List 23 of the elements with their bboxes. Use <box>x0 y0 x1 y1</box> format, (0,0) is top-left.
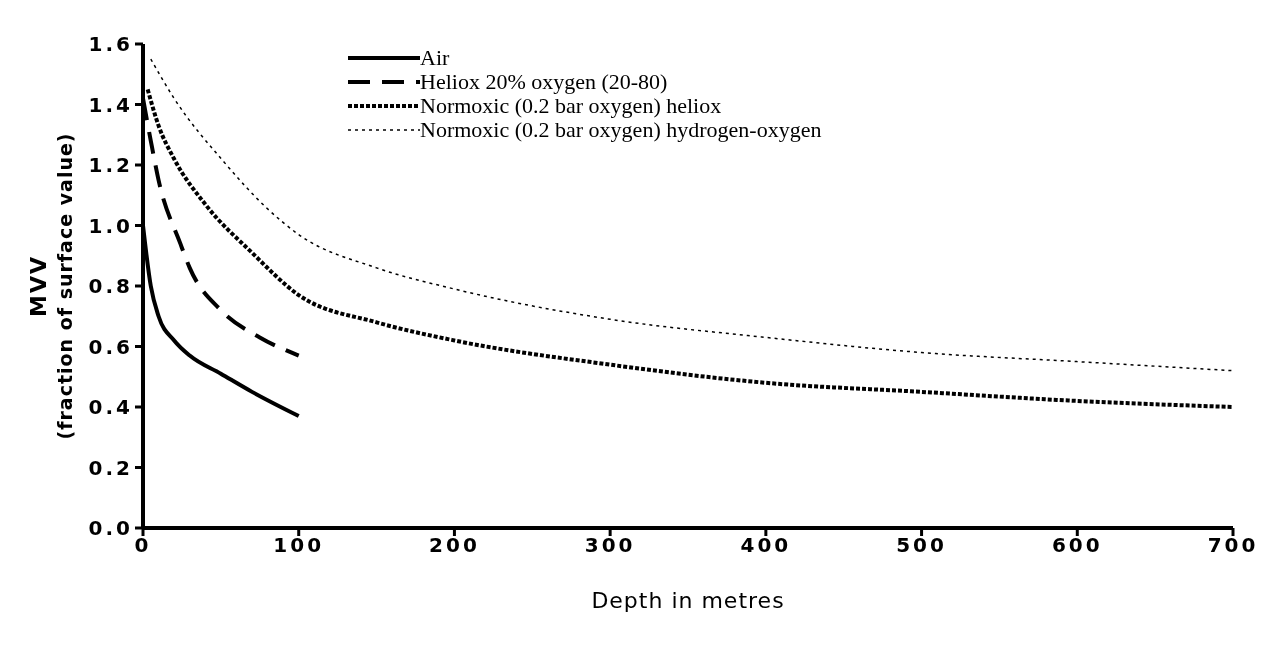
y-tick-label: 1.4 <box>88 92 133 117</box>
y-tick-label: 0.0 <box>88 516 133 541</box>
x-tick-label: 0 <box>134 533 152 558</box>
y-tick-label: 0.2 <box>88 455 133 480</box>
legend-label: Normoxic (0.2 bar oxygen) heliox <box>420 93 722 118</box>
y-tick-label: 1.6 <box>88 32 133 57</box>
y-tick-label: 0.4 <box>88 395 133 420</box>
y-axis-title: MVV (fraction of surface value) <box>26 132 76 440</box>
x-axis-title: Depth in metres <box>591 588 785 613</box>
y-tick-label: 0.6 <box>88 334 133 359</box>
x-tick-label: 200 <box>429 533 480 558</box>
legend-label: Normoxic (0.2 bar oxygen) hydrogen-oxygen <box>420 117 822 142</box>
x-tick-label: 300 <box>584 533 636 558</box>
x-tick-label: 100 <box>273 533 325 558</box>
y-tick-label: 0.8 <box>88 274 133 299</box>
x-tick-label: 400 <box>740 533 792 558</box>
y-tick-label: 1.0 <box>88 213 133 238</box>
x-tick-label: 600 <box>1051 533 1103 558</box>
x-tick-label: 500 <box>896 533 947 558</box>
x-tick-label: 700 <box>1207 533 1259 558</box>
legend-label: Air <box>420 45 450 70</box>
legend-label: Heliox 20% oxygen (20-80) <box>420 69 668 94</box>
y-tick-label: 1.2 <box>88 153 133 178</box>
